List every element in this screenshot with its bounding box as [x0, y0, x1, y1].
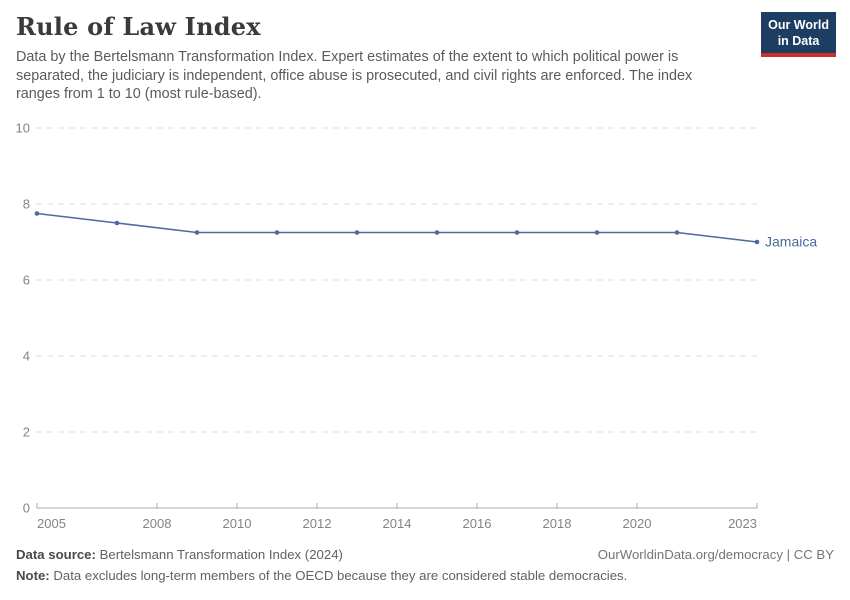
- x-tick-label-2005: 2005: [37, 516, 66, 531]
- y-tick-label-2: 2: [23, 425, 30, 440]
- x-tick-label-2008: 2008: [143, 516, 172, 531]
- data-point-jamaica-2011: [274, 230, 280, 235]
- y-tick-label-0: 0: [23, 501, 30, 516]
- chart-footer: Data source: Bertelsmann Transformation …: [16, 547, 834, 583]
- data-point-jamaica-2015: [434, 230, 440, 235]
- chart-subtitle: Data by the Bertelsmann Transformation I…: [16, 49, 693, 103]
- owid-logo-line2: in Data: [777, 34, 820, 49]
- data-point-jamaica-2005: [34, 211, 40, 216]
- note-line: Note: Data excludes long-term members of…: [16, 568, 834, 583]
- x-tick-label-2016: 2016: [463, 516, 492, 531]
- data-point-jamaica-2019: [594, 230, 600, 235]
- note-text: Data excludes long-term members of the O…: [53, 568, 628, 583]
- owid-logo-line1: Our World: [768, 18, 829, 32]
- page-title: Rule of Law Index: [16, 12, 261, 41]
- x-tick-label-2014: 2014: [383, 516, 412, 531]
- x-tick-label-2020: 2020: [623, 516, 652, 531]
- x-tick-label-2018: 2018: [543, 516, 572, 531]
- y-tick-label-10: 10: [16, 121, 30, 136]
- data-source-line: Data source: Bertelsmann Transformation …: [16, 547, 343, 562]
- x-tick-label-2012: 2012: [303, 516, 332, 531]
- data-point-jamaica-2023: [754, 239, 760, 245]
- data-point-jamaica-2017: [514, 230, 520, 235]
- owid-logo[interactable]: Our World in Data: [761, 12, 836, 57]
- data-point-jamaica-2007: [114, 220, 120, 226]
- data-point-jamaica-2013: [354, 230, 360, 235]
- license-link[interactable]: OurWorldinData.org/democracy | CC BY: [597, 547, 834, 562]
- data-point-jamaica-2021: [674, 230, 680, 235]
- data-source-label: Data source:: [16, 547, 96, 562]
- data-point-jamaica-2009: [194, 230, 200, 235]
- plot-area[interactable]: [37, 128, 757, 508]
- data-source-text: Bertelsmann Transformation Index (2024): [99, 547, 343, 562]
- y-tick-label-8: 8: [23, 197, 30, 212]
- chart-header: Rule of Law Index Data by the Bertelsman…: [16, 12, 836, 104]
- series-label-jamaica[interactable]: Jamaica: [765, 234, 817, 250]
- x-tick-label-2010: 2010: [223, 516, 252, 531]
- y-tick-label-6: 6: [23, 273, 30, 288]
- y-tick-label-4: 4: [23, 349, 30, 364]
- note-label: Note:: [16, 568, 50, 583]
- series-line-jamaica: [36, 212, 758, 243]
- x-tick-label-2023: 2023: [728, 516, 757, 531]
